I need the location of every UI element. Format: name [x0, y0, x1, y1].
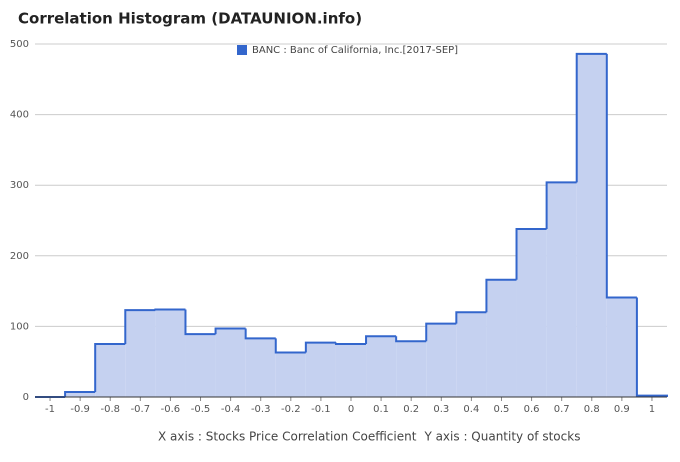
- x-tick-label: 0.4: [463, 404, 479, 415]
- x-tick-label: -0.3: [251, 404, 271, 415]
- x-tick-label: 0.6: [524, 404, 540, 415]
- bar-outline: [455, 311, 487, 324]
- y-tick-label: 300: [10, 180, 29, 191]
- bar: [185, 334, 216, 397]
- bar: [275, 352, 306, 397]
- x-tick-label: -0.6: [161, 404, 181, 415]
- x-tick-label: 0.9: [614, 404, 630, 415]
- bar: [155, 309, 186, 397]
- bar-outline: [485, 278, 517, 313]
- bar-outline: [395, 336, 427, 343]
- x-tick-label: 0.7: [554, 404, 570, 415]
- legend-label: BANC : Banc of California, Inc.[2017-SEP…: [252, 45, 458, 56]
- bar-outline: [274, 338, 306, 354]
- y-axis-label: Y axis : Quantity of stocks: [423, 430, 580, 444]
- bar: [486, 279, 517, 397]
- bar: [125, 310, 156, 397]
- x-tick-label: -0.1: [311, 404, 331, 415]
- x-tick-label: 0.8: [584, 404, 600, 415]
- bar-outline: [64, 391, 96, 397]
- bar: [305, 342, 336, 397]
- bar-outline: [575, 52, 607, 183]
- x-tick-label: 0.5: [494, 404, 510, 415]
- bar-outline: [184, 309, 216, 336]
- x-tick-label: -0.8: [100, 404, 120, 415]
- bar-outline: [154, 308, 186, 311]
- bar-outline: [365, 335, 397, 345]
- bar: [576, 53, 607, 397]
- bar-outline: [94, 343, 126, 393]
- x-tick-label: 1: [649, 404, 655, 415]
- bar-outline: [214, 327, 246, 335]
- x-tick-label: 0: [348, 404, 354, 415]
- y-tick-label: 500: [10, 39, 29, 50]
- bar-outline: [244, 328, 276, 340]
- x-tick-label: -0.9: [70, 404, 90, 415]
- bar: [335, 344, 367, 397]
- bar: [546, 182, 577, 397]
- x-tick-label: -1: [45, 404, 55, 415]
- x-tick-label: -0.2: [281, 404, 301, 415]
- bar-outline: [304, 341, 336, 353]
- x-tick-label: 0.2: [403, 404, 419, 415]
- bar-outline: [635, 297, 668, 397]
- legend-swatch: [237, 45, 247, 55]
- bar: [366, 336, 397, 397]
- bar-outline: [334, 342, 367, 346]
- y-tick-label: 100: [10, 321, 29, 332]
- bar-outline: [124, 309, 156, 345]
- bar-outline: [425, 322, 457, 342]
- x-tick-label: -0.5: [191, 404, 211, 415]
- bar: [65, 392, 96, 397]
- bar: [516, 228, 547, 397]
- bar-outline: [545, 181, 577, 229]
- bar: [95, 344, 126, 397]
- bar: [456, 312, 487, 397]
- y-tick-label: 200: [10, 251, 29, 262]
- bar-outline: [605, 53, 637, 299]
- x-axis-label: X axis : Stocks Price Correlation Coeffi…: [158, 430, 417, 444]
- bar: [426, 323, 457, 397]
- x-tick-label: -0.4: [221, 404, 241, 415]
- bar: [245, 338, 276, 397]
- x-tick-label: 0.1: [373, 404, 389, 415]
- bar: [215, 328, 246, 397]
- x-tick-label: 0.3: [433, 404, 449, 415]
- bar: [396, 341, 427, 397]
- chart-title: Correlation Histogram (DATAUNION.info): [18, 10, 362, 28]
- bar: [606, 297, 637, 397]
- y-tick-label: 400: [10, 110, 29, 121]
- y-tick-label: 0: [23, 392, 29, 403]
- bar-outline: [515, 227, 547, 280]
- x-tick-label: -0.7: [131, 404, 151, 415]
